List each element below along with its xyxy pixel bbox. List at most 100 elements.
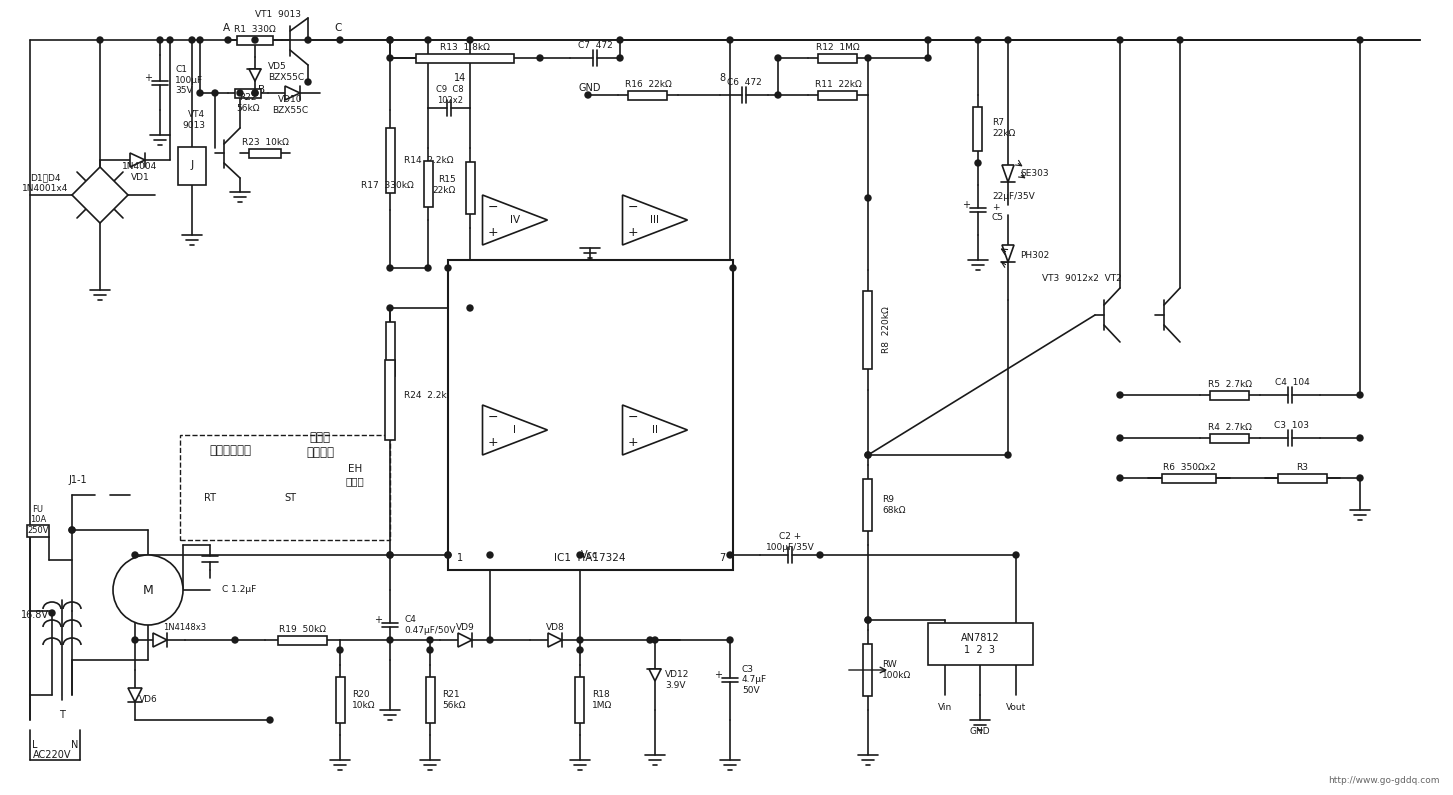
Text: B: B <box>259 85 266 95</box>
Polygon shape <box>128 688 142 702</box>
Text: R7
22kΩ: R7 22kΩ <box>992 118 1016 138</box>
Text: GND: GND <box>578 83 602 93</box>
Circle shape <box>445 552 450 558</box>
Bar <box>416 53 514 63</box>
Polygon shape <box>482 195 548 245</box>
Circle shape <box>577 637 583 643</box>
Bar <box>180 435 389 540</box>
Circle shape <box>577 647 583 653</box>
Circle shape <box>445 265 450 271</box>
Circle shape <box>337 37 343 43</box>
Text: 1N4148x3: 1N4148x3 <box>163 623 206 633</box>
Text: −: − <box>628 201 638 214</box>
Circle shape <box>212 90 218 96</box>
Polygon shape <box>649 669 661 681</box>
Circle shape <box>618 55 623 61</box>
Circle shape <box>167 37 173 43</box>
Circle shape <box>618 37 623 43</box>
Text: VD9: VD9 <box>456 623 474 633</box>
Text: L: L <box>32 740 38 750</box>
Circle shape <box>1013 552 1019 558</box>
Circle shape <box>305 79 311 85</box>
Circle shape <box>1177 37 1183 43</box>
Text: VD12
3.9V: VD12 3.9V <box>665 670 689 690</box>
Text: 22μF/35V
+
C5: 22μF/35V + C5 <box>992 192 1035 222</box>
Text: R13  1.8kΩ: R13 1.8kΩ <box>440 42 490 52</box>
Bar <box>179 147 206 185</box>
Circle shape <box>251 90 259 96</box>
Circle shape <box>198 90 203 96</box>
Text: 14: 14 <box>453 73 466 83</box>
Text: AN7812
1  2  3: AN7812 1 2 3 <box>960 633 1000 655</box>
Polygon shape <box>1003 165 1014 182</box>
Text: +: + <box>373 615 382 625</box>
Text: 1N4004
VD1: 1N4004 VD1 <box>122 162 157 182</box>
Text: −: − <box>628 411 638 424</box>
Circle shape <box>975 37 981 43</box>
Text: +: + <box>713 670 722 680</box>
Text: C2 +
100μF/35V: C2 + 100μF/35V <box>766 533 814 552</box>
Circle shape <box>386 265 392 271</box>
Circle shape <box>726 637 732 643</box>
Circle shape <box>1357 392 1363 398</box>
Circle shape <box>652 637 658 643</box>
Circle shape <box>774 92 782 98</box>
Text: 双金属
温控开关: 双金属 温控开关 <box>307 431 334 459</box>
Circle shape <box>1117 435 1123 441</box>
Polygon shape <box>248 69 262 81</box>
Circle shape <box>975 160 981 166</box>
Circle shape <box>865 617 870 623</box>
Bar <box>385 322 395 376</box>
Bar <box>1210 433 1250 443</box>
Text: C: C <box>334 23 341 33</box>
Text: C3
4.7μF
50V: C3 4.7μF 50V <box>742 665 767 695</box>
Circle shape <box>577 552 583 558</box>
Circle shape <box>865 617 870 623</box>
Text: IC1  HA17324: IC1 HA17324 <box>554 553 626 563</box>
Text: R6  350Ωx2: R6 350Ωx2 <box>1162 463 1215 471</box>
Circle shape <box>1357 435 1363 441</box>
Circle shape <box>466 37 474 43</box>
Text: Vin: Vin <box>937 704 952 712</box>
Text: R4  2.7kΩ: R4 2.7kΩ <box>1207 422 1252 432</box>
Text: +: + <box>962 200 971 210</box>
Polygon shape <box>458 633 472 647</box>
Circle shape <box>487 637 493 643</box>
Circle shape <box>386 305 392 311</box>
Text: PH302: PH302 <box>1020 250 1049 259</box>
Circle shape <box>1117 392 1123 398</box>
Text: −: − <box>487 201 498 214</box>
Circle shape <box>49 610 55 616</box>
Circle shape <box>157 37 163 43</box>
Text: R21
56kΩ: R21 56kΩ <box>442 690 465 710</box>
Polygon shape <box>129 153 145 167</box>
Circle shape <box>386 637 392 643</box>
Circle shape <box>1117 37 1123 43</box>
Text: C3  103: C3 103 <box>1274 421 1309 429</box>
Polygon shape <box>1003 245 1014 262</box>
Text: R24  2.2kΩ: R24 2.2kΩ <box>404 390 453 400</box>
Bar <box>465 162 475 214</box>
Text: +: + <box>628 226 638 239</box>
Text: M: M <box>142 584 154 596</box>
Bar <box>1210 390 1250 400</box>
Text: +: + <box>144 72 153 83</box>
Text: Vout: Vout <box>1005 704 1026 712</box>
Text: N: N <box>71 740 78 750</box>
Text: R3: R3 <box>1296 463 1309 471</box>
Text: R11  22kΩ: R11 22kΩ <box>815 80 862 88</box>
Text: +: + <box>487 436 498 449</box>
Bar <box>863 479 872 531</box>
Text: A: A <box>222 23 230 33</box>
Circle shape <box>445 552 450 558</box>
Text: J1-1: J1-1 <box>68 475 87 485</box>
Text: Vcc: Vcc <box>581 550 599 560</box>
Circle shape <box>386 552 392 558</box>
Text: VT4
9013: VT4 9013 <box>182 111 205 130</box>
Text: C 1.2μF: C 1.2μF <box>222 585 256 595</box>
Text: VD5
BZX55C: VD5 BZX55C <box>267 62 304 82</box>
Bar <box>278 635 327 645</box>
Text: −: − <box>487 411 498 424</box>
Bar <box>818 91 857 99</box>
Text: VD10
BZX55C: VD10 BZX55C <box>272 95 308 114</box>
